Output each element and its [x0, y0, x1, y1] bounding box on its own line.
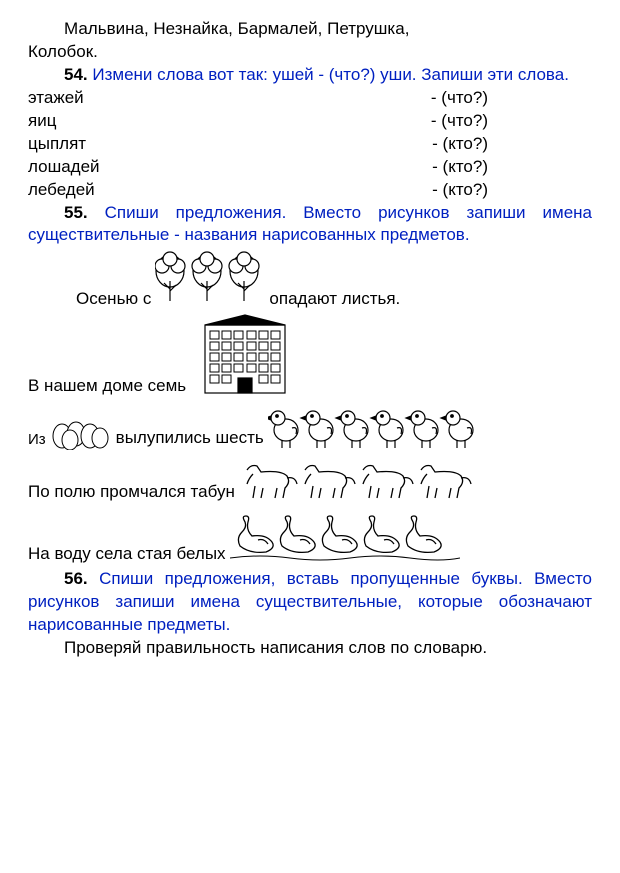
ex55-instruction: 55. Спиши предложения. Вместо рисунков з… — [28, 202, 592, 248]
ex55-s4a: По полю промчался табун — [28, 481, 235, 504]
ex54-word-2: цыплят — [28, 133, 86, 156]
ex55-s3a: Из — [28, 430, 46, 450]
chicks-icon — [268, 400, 478, 450]
intro-line1: Мальвина, Незнайка, Бармалей, Петрушка, — [28, 18, 592, 41]
ex54-q-1: - (что?) — [431, 110, 488, 133]
horses-icon — [239, 456, 479, 504]
ex54-row-1: яиц - (что?) — [28, 110, 488, 133]
ex55-num: 55. — [64, 203, 88, 222]
ex55-sentence-3: Из вылупились шесть — [28, 400, 592, 450]
ex54-row-4: лебедей - (кто?) — [28, 179, 488, 202]
ex55-sentence-2: В нашем доме семь — [28, 313, 592, 398]
trees-icon — [155, 251, 265, 311]
ex54-q-0: - (что?) — [431, 87, 488, 110]
ex54-instruction: 54. Измени слова вот так: ушей - (что?) … — [28, 64, 592, 87]
ex54-q-3: - (кто?) — [432, 156, 488, 179]
ex56-num: 56. — [64, 569, 88, 588]
intro-line2: Колобок. — [28, 41, 592, 64]
ex54-q-2: - (кто?) — [432, 133, 488, 156]
building-icon — [190, 313, 300, 398]
ex55-s3b: вылупились шесть — [116, 427, 264, 450]
ex54-block: 54. Измени слова вот так: ушей - (что?) … — [28, 64, 592, 202]
ex55-s1a: Осенью с — [28, 288, 151, 311]
swans-icon — [230, 508, 460, 566]
ex55-block: 55. Спиши предложения. Вместо рисунков з… — [28, 202, 592, 567]
ex55-sentence-4: По полю промчался табун — [28, 456, 592, 504]
ex55-sentence-5: На воду села стая белых — [28, 508, 592, 566]
ex54-word-4: лебедей — [28, 179, 95, 202]
ex56-instruction-text: Спиши предложения, вставь пропущенные бу… — [28, 569, 592, 634]
ex55-instruction-text: Спиши предложения. Вместо рисунков запиш… — [28, 203, 592, 245]
ex56-footer: Проверяй правильность написания слов по … — [28, 637, 592, 660]
ex55-s1b: опадают листья. — [269, 288, 400, 311]
ex54-word-1: яиц — [28, 110, 56, 133]
ex55-sentence-1: Осенью с — [28, 251, 592, 311]
ex54-num: 54. — [64, 65, 88, 84]
eggs-icon — [50, 414, 112, 450]
ex54-q-4: - (кто?) — [432, 179, 488, 202]
ex56-instruction: 56. Спиши предложения, вставь пропущенны… — [28, 568, 592, 637]
ex56-block: 56. Спиши предложения, вставь пропущенны… — [28, 568, 592, 660]
ex54-word-3: лошадей — [28, 156, 100, 179]
ex55-s5a: На воду села стая белых — [28, 543, 226, 566]
ex54-word-0: этажей — [28, 87, 84, 110]
ex54-instruction-text: Измени слова вот так: ушей - (что?) уши.… — [88, 65, 569, 84]
ex54-row-0: этажей - (что?) — [28, 87, 488, 110]
ex54-row-2: цыплят - (кто?) — [28, 133, 488, 156]
ex55-s2a: В нашем доме семь — [28, 375, 186, 398]
ex54-row-3: лошадей - (кто?) — [28, 156, 488, 179]
